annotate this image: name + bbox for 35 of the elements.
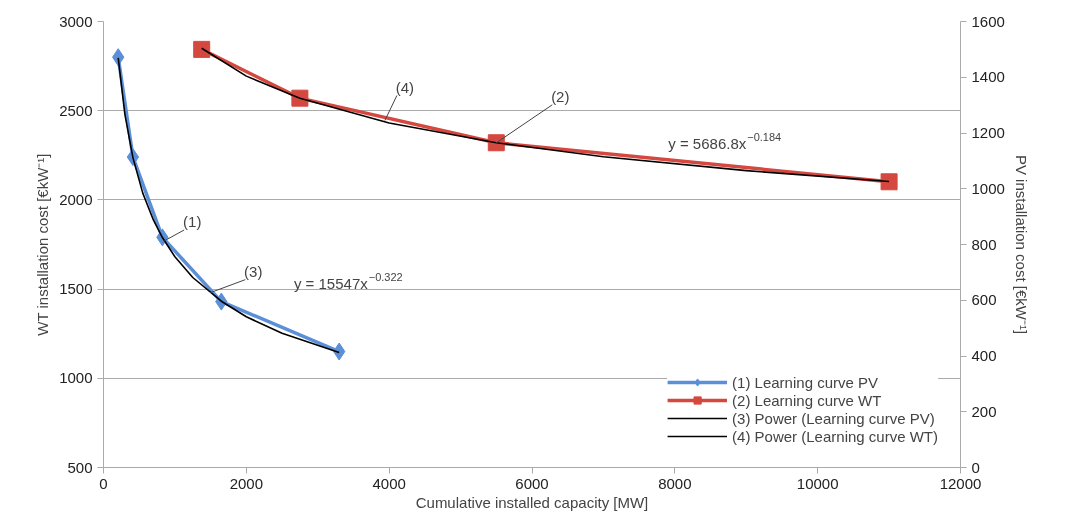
y2-axis-title: PV installation cost [€kW⁻¹]: [1012, 154, 1030, 335]
y2-tick-label: 1600: [971, 12, 1005, 30]
y2-tick-label: 0: [971, 458, 980, 476]
y2-tick-label: 1400: [971, 68, 1005, 86]
y2-tick-label: 400: [971, 347, 997, 364]
annotation: (2): [551, 88, 570, 106]
y-axis-title: WT installation cost [€kW⁻¹]: [34, 153, 52, 336]
annotation: (4): [395, 79, 415, 97]
y-tick-label: 500: [67, 458, 93, 476]
x-tick-label: 4000: [372, 474, 406, 492]
x-tick-label: 12000: [939, 474, 982, 492]
y2-tick-label: 1000: [971, 179, 1005, 197]
y2-tick-label: 200: [971, 402, 997, 420]
point: [193, 40, 211, 58]
legend-label: (4) Power (Learning curve WT): [732, 427, 938, 445]
y-tick-label: 3000: [59, 12, 93, 30]
x-tick-label: 10000: [796, 474, 839, 492]
legend-label: (2) Learning curve WT: [732, 391, 882, 409]
y2-tick-label: 800: [971, 235, 997, 253]
y2-tick-label: 600: [971, 291, 997, 309]
legend-label: (1) Learning curve PV: [732, 373, 878, 391]
y-tick-label: 1500: [59, 280, 93, 298]
x-axis-title: Cumulative installed capacity [MW]: [415, 493, 649, 511]
x-tick-label: 0: [99, 474, 108, 492]
y-tick-label: 2000: [59, 190, 93, 208]
x-tick-label: 6000: [515, 474, 549, 492]
y-tick-label: 1000: [59, 369, 93, 387]
legend-label: (3) Power (Learning curve PV): [732, 409, 935, 427]
point: [880, 173, 898, 191]
y-tick-label: 2500: [59, 101, 93, 119]
x-tick-label: 2000: [229, 474, 264, 492]
y2-tick-label: 1200: [971, 124, 1005, 141]
x-tick-label: 8000: [658, 474, 692, 492]
annotation: (3): [244, 263, 263, 281]
annotation: (1): [183, 213, 202, 231]
